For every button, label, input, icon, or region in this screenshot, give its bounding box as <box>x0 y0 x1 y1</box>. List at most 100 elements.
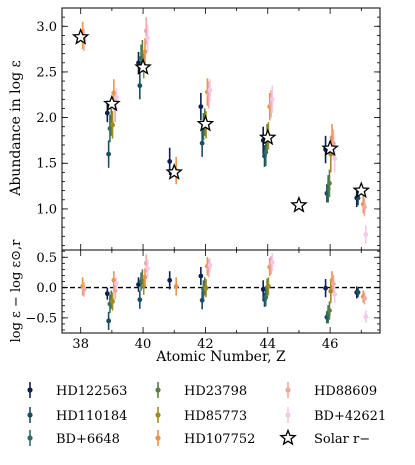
legend-point-marker <box>155 387 161 393</box>
data-point <box>104 291 110 297</box>
data-point <box>167 277 173 283</box>
data-point <box>323 285 328 291</box>
series-hd88609 <box>81 254 367 305</box>
legend-label: HD23798 <box>184 384 247 399</box>
data-point <box>266 283 271 289</box>
data-point <box>145 35 151 41</box>
legend-point-marker <box>27 387 33 393</box>
bottom-ylabel: log ε − log ε⊙,r <box>9 239 24 343</box>
data-point <box>207 87 213 93</box>
data-point <box>330 140 336 146</box>
series-hd122563 <box>104 266 360 300</box>
data-point <box>363 232 369 237</box>
data-point <box>198 273 204 279</box>
data-point <box>136 60 141 66</box>
data-point <box>81 286 87 292</box>
data-point <box>110 122 115 128</box>
solar-star-point <box>103 94 121 112</box>
legend-label: HD88609 <box>314 384 377 399</box>
legend-entry: HD85773 <box>155 407 247 424</box>
bottom-axis-ticks: 38 40 42 44 46 −0.5 0.0 0.5 <box>25 250 380 352</box>
series-hd110184 <box>106 71 361 206</box>
top-axis-ticks: 1.0 1.5 2.0 2.5 3.0 <box>36 8 380 250</box>
data-point <box>142 49 148 55</box>
solar-star-point <box>258 128 277 146</box>
legend-entry: HD107752 <box>155 430 255 447</box>
data-point <box>207 262 213 268</box>
x-tick-label: 46 <box>322 337 339 352</box>
solar-star-point <box>321 139 339 157</box>
data-point <box>114 280 119 286</box>
legend: HD122563 HD110184 BD+6648 HD23798 HD85773 HD1… <box>27 382 386 447</box>
y-tick-label: 2.0 <box>36 111 57 126</box>
data-point <box>111 90 117 96</box>
y-tick-label: 1.5 <box>36 157 57 172</box>
data-point <box>327 308 332 313</box>
data-point <box>199 140 205 146</box>
data-point <box>269 96 275 102</box>
legend-label: HD85773 <box>184 409 247 424</box>
top-panel: 1.0 1.5 2.0 2.5 3.0 Abundance in log ε <box>8 7 381 251</box>
x-tick-label: 40 <box>135 337 152 352</box>
y-tick-label: 0.5 <box>36 251 57 266</box>
solar-star-point <box>290 195 308 213</box>
data-point <box>260 286 266 292</box>
legend-entry: HD122563 <box>27 382 127 399</box>
legend-label: Solar r− <box>314 432 370 447</box>
data-point <box>112 288 118 293</box>
data-point <box>114 95 119 100</box>
data-point <box>142 274 148 280</box>
data-point <box>203 285 209 291</box>
legend-label: HD122563 <box>56 384 127 399</box>
data-point <box>145 265 151 271</box>
data-point <box>328 288 334 294</box>
solar-star-point <box>165 163 184 180</box>
x-tick-label: 42 <box>197 337 214 352</box>
legend-entry: BD+42621 <box>285 407 386 424</box>
data-point <box>327 180 332 186</box>
solar-star-point <box>352 181 371 199</box>
top-error-and-points <box>71 17 371 244</box>
series-hd88609 <box>81 17 367 217</box>
data-point <box>137 297 143 303</box>
data-point <box>167 159 173 164</box>
data-point <box>362 204 367 210</box>
series-bd-42621 <box>114 253 369 323</box>
data-point <box>106 318 112 324</box>
legend-entry: HD23798 <box>155 382 247 399</box>
legend-entry: HD88609 <box>285 382 377 399</box>
series-hd107752 <box>80 257 366 303</box>
data-point <box>330 281 336 287</box>
data-point <box>137 83 143 89</box>
legend-point-marker <box>27 435 33 441</box>
data-point <box>269 259 275 265</box>
bottom-error-and-points <box>62 253 380 330</box>
solar-star-point <box>196 114 215 132</box>
data-point <box>106 151 112 157</box>
data-point <box>110 299 115 304</box>
data-point <box>199 297 205 303</box>
y-tick-label: −0.5 <box>25 311 57 326</box>
data-point <box>104 110 110 116</box>
legend-entry: HD110184 <box>27 407 127 424</box>
y-tick-label: 1.0 <box>36 202 57 217</box>
legend-point-marker <box>155 435 161 441</box>
data-point <box>198 104 204 110</box>
x-tick-label: 38 <box>72 337 89 352</box>
legend-point-marker <box>285 412 291 418</box>
data-point <box>173 283 179 289</box>
legend-point-marker <box>285 387 291 393</box>
data-point <box>362 296 367 301</box>
data-point <box>363 314 369 320</box>
legend-entry: Solar r− <box>279 428 370 447</box>
series-hd85773 <box>110 276 334 311</box>
legend-label: BD+6648 <box>56 432 120 447</box>
bottom-panel: 38 40 42 44 46 −0.5 0.0 0.5 log ε − log ε⊙,r At… <box>9 239 381 365</box>
legend-point-marker <box>27 412 33 418</box>
x-tick-label: 44 <box>259 337 276 352</box>
series-hd23798 <box>108 269 332 320</box>
legend-star-marker <box>279 428 297 446</box>
y-tick-label: 3.0 <box>36 20 57 35</box>
bottom-axes-frame <box>61 249 381 334</box>
